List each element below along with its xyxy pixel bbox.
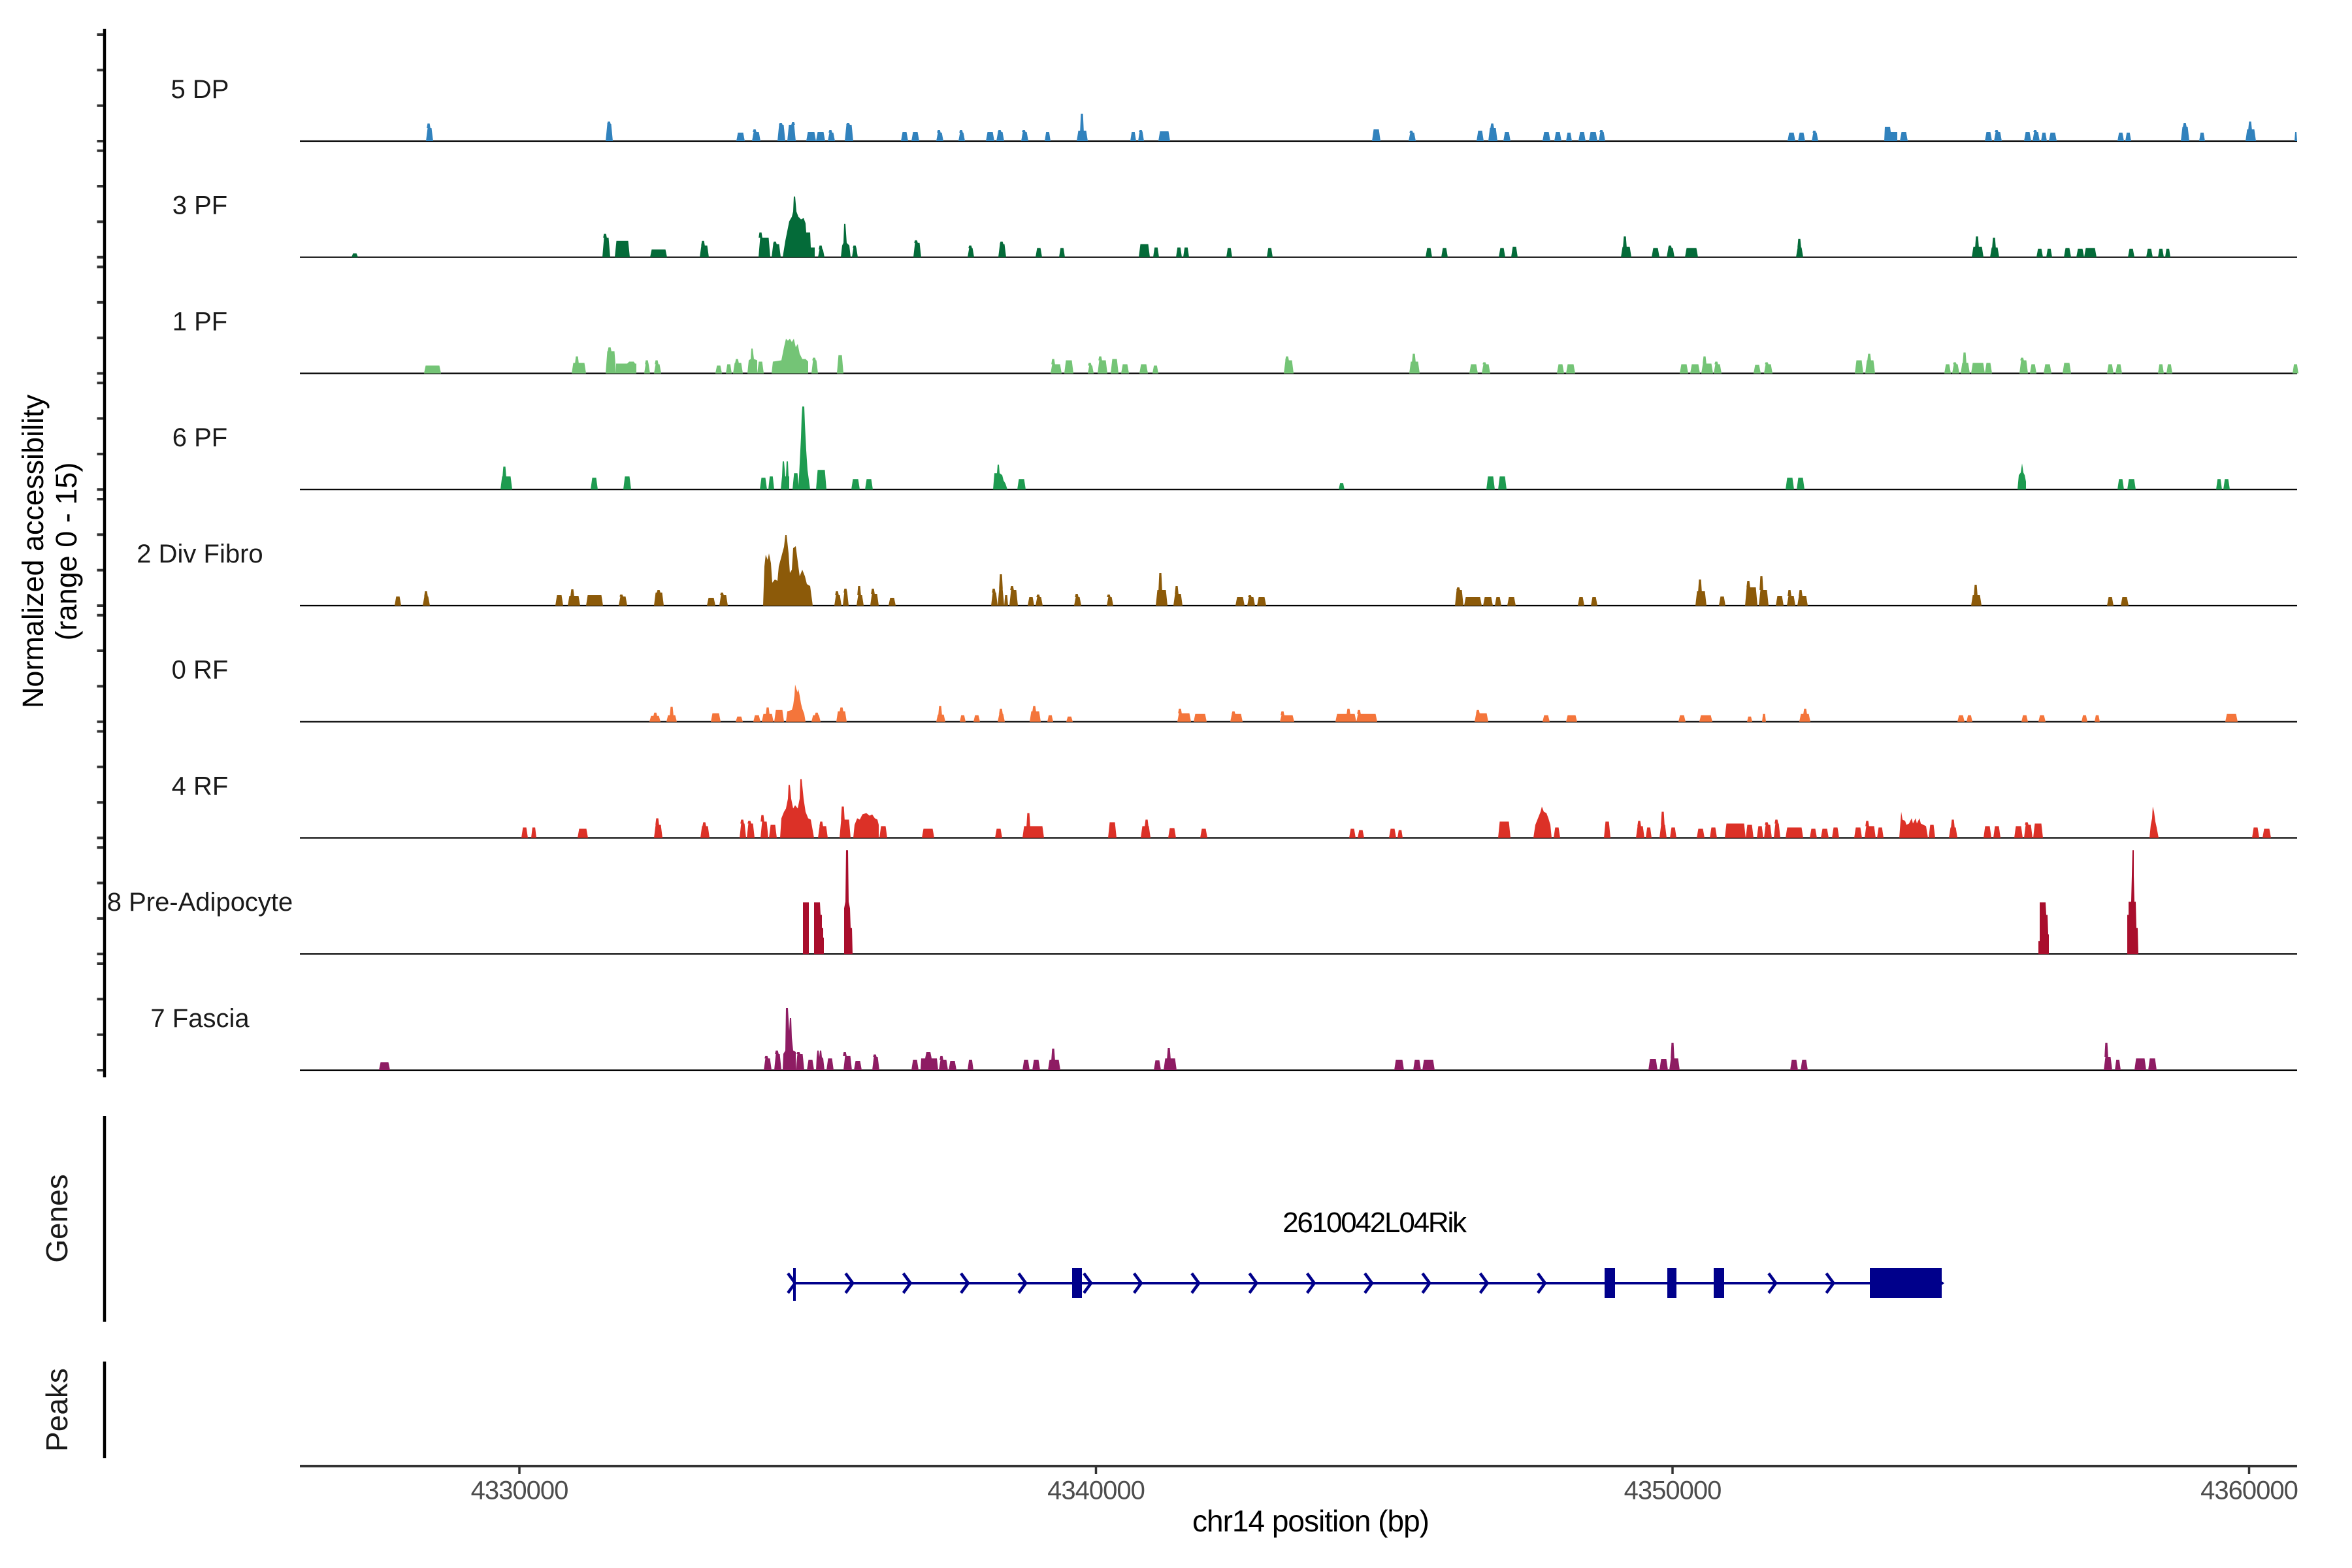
svg-text:4 RF: 4 RF xyxy=(172,772,229,801)
svg-text:8 Pre-Adipocyte: 8 Pre-Adipocyte xyxy=(107,888,293,917)
svg-text:2 Div Fibro: 2 Div Fibro xyxy=(137,540,263,568)
svg-text:1 PF: 1 PF xyxy=(172,308,227,336)
svg-text:(range 0 - 15): (range 0 - 15) xyxy=(50,463,83,641)
svg-text:7 Fascia: 7 Fascia xyxy=(150,1004,250,1033)
svg-text:5 DP: 5 DP xyxy=(171,75,229,104)
svg-text:Genes: Genes xyxy=(40,1174,74,1263)
svg-text:4340000: 4340000 xyxy=(1047,1477,1145,1505)
svg-text:Peaks: Peaks xyxy=(40,1368,74,1452)
svg-text:0 RF: 0 RF xyxy=(172,656,229,685)
svg-text:6 PF: 6 PF xyxy=(172,423,227,452)
svg-text:2610042L04Rik: 2610042L04Rik xyxy=(1282,1207,1467,1239)
svg-text:4360000: 4360000 xyxy=(2200,1477,2298,1505)
svg-text:Normalized accessibility: Normalized accessibility xyxy=(16,394,50,708)
svg-text:chr14 position (bp): chr14 position (bp) xyxy=(1192,1504,1429,1538)
svg-text:4330000: 4330000 xyxy=(471,1477,568,1505)
svg-text:3 PF: 3 PF xyxy=(172,191,227,220)
svg-text:4350000: 4350000 xyxy=(1624,1477,1722,1505)
